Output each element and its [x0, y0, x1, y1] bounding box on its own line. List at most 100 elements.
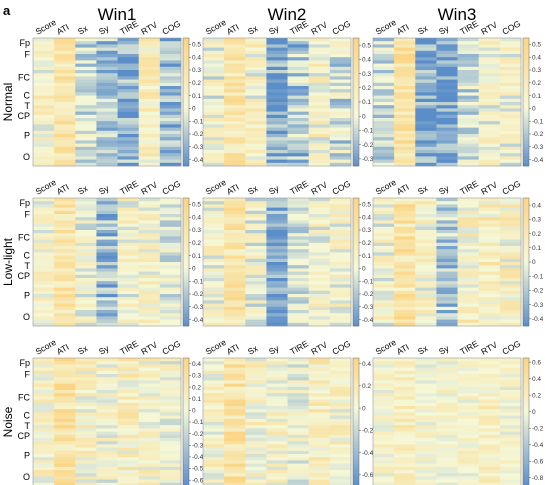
heatmap-cell — [499, 479, 522, 484]
heatmap-cell — [287, 287, 310, 292]
heatmap-cell — [329, 63, 352, 68]
colorbar-segment — [523, 476, 529, 480]
heatmap-cell — [457, 239, 480, 244]
heatmap-cell — [96, 223, 118, 228]
heatmap-cell — [415, 441, 437, 445]
heatmap-cell — [203, 431, 225, 436]
heatmap-cell — [54, 265, 76, 269]
heatmap-cell — [373, 50, 395, 55]
heatmap-cell — [159, 367, 182, 372]
colorbar-segment — [183, 89, 189, 93]
column-tick-label: Sx — [416, 343, 430, 357]
heatmap-cell — [203, 118, 225, 122]
heatmap-cell — [75, 102, 97, 106]
heatmap-cell — [75, 463, 97, 468]
heatmap-cell — [394, 377, 416, 381]
heatmap-cell — [287, 412, 310, 416]
heatmap-cell — [373, 95, 395, 100]
heatmap-cell — [96, 98, 118, 103]
heatmap-cell — [373, 434, 395, 439]
heatmap-cell — [266, 214, 288, 218]
heatmap-cell — [117, 265, 140, 269]
heatmap-cell — [159, 380, 182, 384]
heatmap-cell — [117, 92, 140, 96]
heatmap-cell — [117, 310, 140, 314]
heatmap-cell — [373, 418, 395, 423]
heatmap-cell — [203, 111, 225, 116]
heatmap-cell — [138, 294, 161, 298]
heatmap-cell — [436, 278, 458, 282]
colorbar-segment — [183, 361, 189, 365]
heatmap-cell — [394, 431, 416, 436]
colorbar-segment — [183, 393, 189, 397]
row-tick-label: FC — [18, 73, 30, 83]
heatmap-cell — [394, 246, 416, 250]
colorbar-segment — [523, 82, 529, 87]
heatmap-cell — [33, 156, 55, 160]
heatmap-cell — [224, 162, 246, 167]
heatmap-cell — [138, 60, 161, 64]
heatmap-cell — [394, 415, 416, 420]
heatmap-cell — [96, 249, 118, 253]
heatmap-cell — [415, 415, 437, 420]
heatmap-cell — [75, 406, 97, 410]
heatmap-cell — [117, 41, 140, 45]
heatmap-cell — [415, 140, 437, 144]
heatmap-cell — [245, 313, 267, 317]
heatmap-cell — [287, 319, 310, 324]
heatmap-cell — [75, 303, 97, 308]
heatmap-cell — [75, 156, 97, 160]
heatmap-cell — [266, 422, 288, 426]
heatmap-cell — [54, 415, 76, 420]
heatmap-cell — [159, 425, 182, 429]
heatmap-cell — [117, 294, 140, 298]
heatmap-cell — [266, 95, 288, 100]
heatmap-cell — [373, 63, 395, 68]
colorbar-segment — [523, 249, 529, 253]
heatmap-cell — [329, 79, 352, 84]
heatmap-cell — [478, 204, 501, 208]
heatmap-cell — [394, 482, 416, 485]
heatmap-cell — [54, 380, 76, 384]
heatmap-cell — [499, 137, 522, 141]
heatmap-cell — [203, 86, 225, 90]
heatmap-cell — [478, 137, 501, 141]
colorbar-segment — [183, 479, 189, 484]
colorbar-tick-label: 0 — [192, 106, 196, 113]
heatmap-cell — [436, 454, 458, 458]
row-tick-label: C — [24, 411, 31, 421]
heatmap-cell — [54, 294, 76, 298]
heatmap-cell — [373, 287, 395, 292]
heatmap-cell — [308, 268, 331, 272]
heatmap-cell — [224, 294, 246, 298]
heatmap-cell — [308, 57, 331, 61]
heatmap-cell — [499, 466, 522, 471]
colorbar-tick-label: 0.4 — [532, 54, 541, 61]
heatmap-cell — [96, 124, 118, 128]
heatmap-cell — [96, 271, 118, 276]
heatmap-cell — [159, 226, 182, 231]
heatmap-cell — [478, 156, 501, 160]
heatmap-cell — [415, 127, 437, 132]
heatmap-cell — [245, 159, 267, 164]
heatmap-cell — [415, 89, 437, 93]
colorbar-segment — [523, 409, 529, 413]
heatmap-cell — [33, 41, 55, 45]
heatmap-cell — [33, 127, 55, 132]
colorbar-tick-label: 0.3 — [362, 227, 371, 234]
heatmap-cell — [329, 204, 352, 208]
heatmap-cell — [373, 390, 395, 394]
heatmap-cell — [394, 441, 416, 445]
heatmap-cell — [436, 124, 458, 128]
heatmap-cell — [203, 322, 225, 327]
heatmap-cell — [457, 466, 480, 471]
heatmap-cell — [287, 284, 310, 288]
heatmap-cell — [457, 297, 480, 301]
column-tick-label: ATI — [225, 182, 241, 197]
heatmap-cell — [266, 380, 288, 384]
heatmap-cell — [394, 284, 416, 288]
heatmap-cell — [394, 92, 416, 96]
heatmap-cell — [203, 57, 225, 61]
heatmap-cell — [287, 274, 310, 279]
